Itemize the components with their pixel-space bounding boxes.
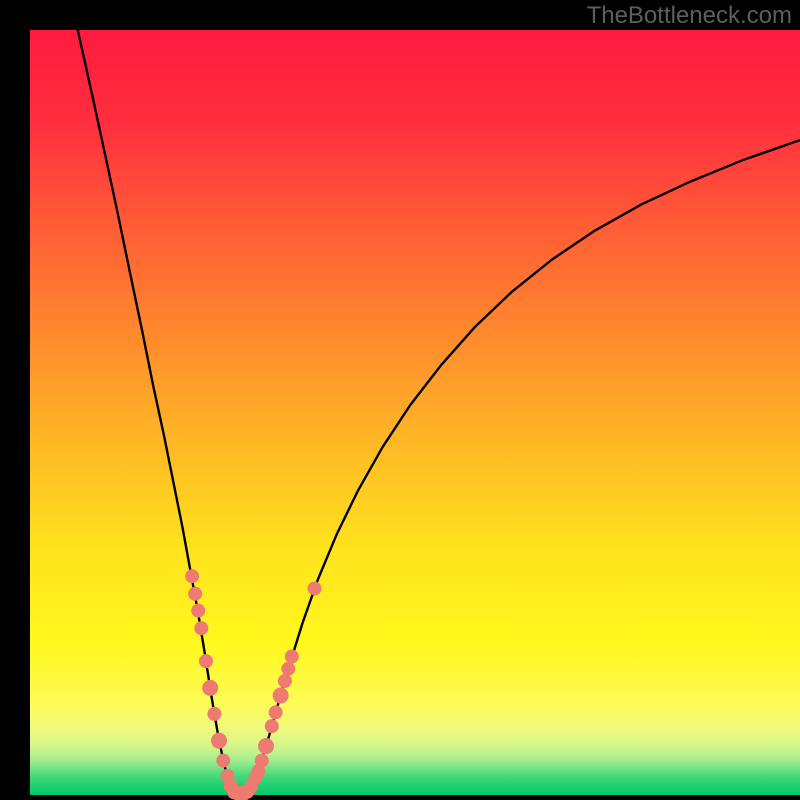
plot-background <box>30 30 800 795</box>
chart-frame: TheBottleneck.com <box>0 0 800 800</box>
watermark-text: TheBottleneck.com <box>587 2 792 30</box>
